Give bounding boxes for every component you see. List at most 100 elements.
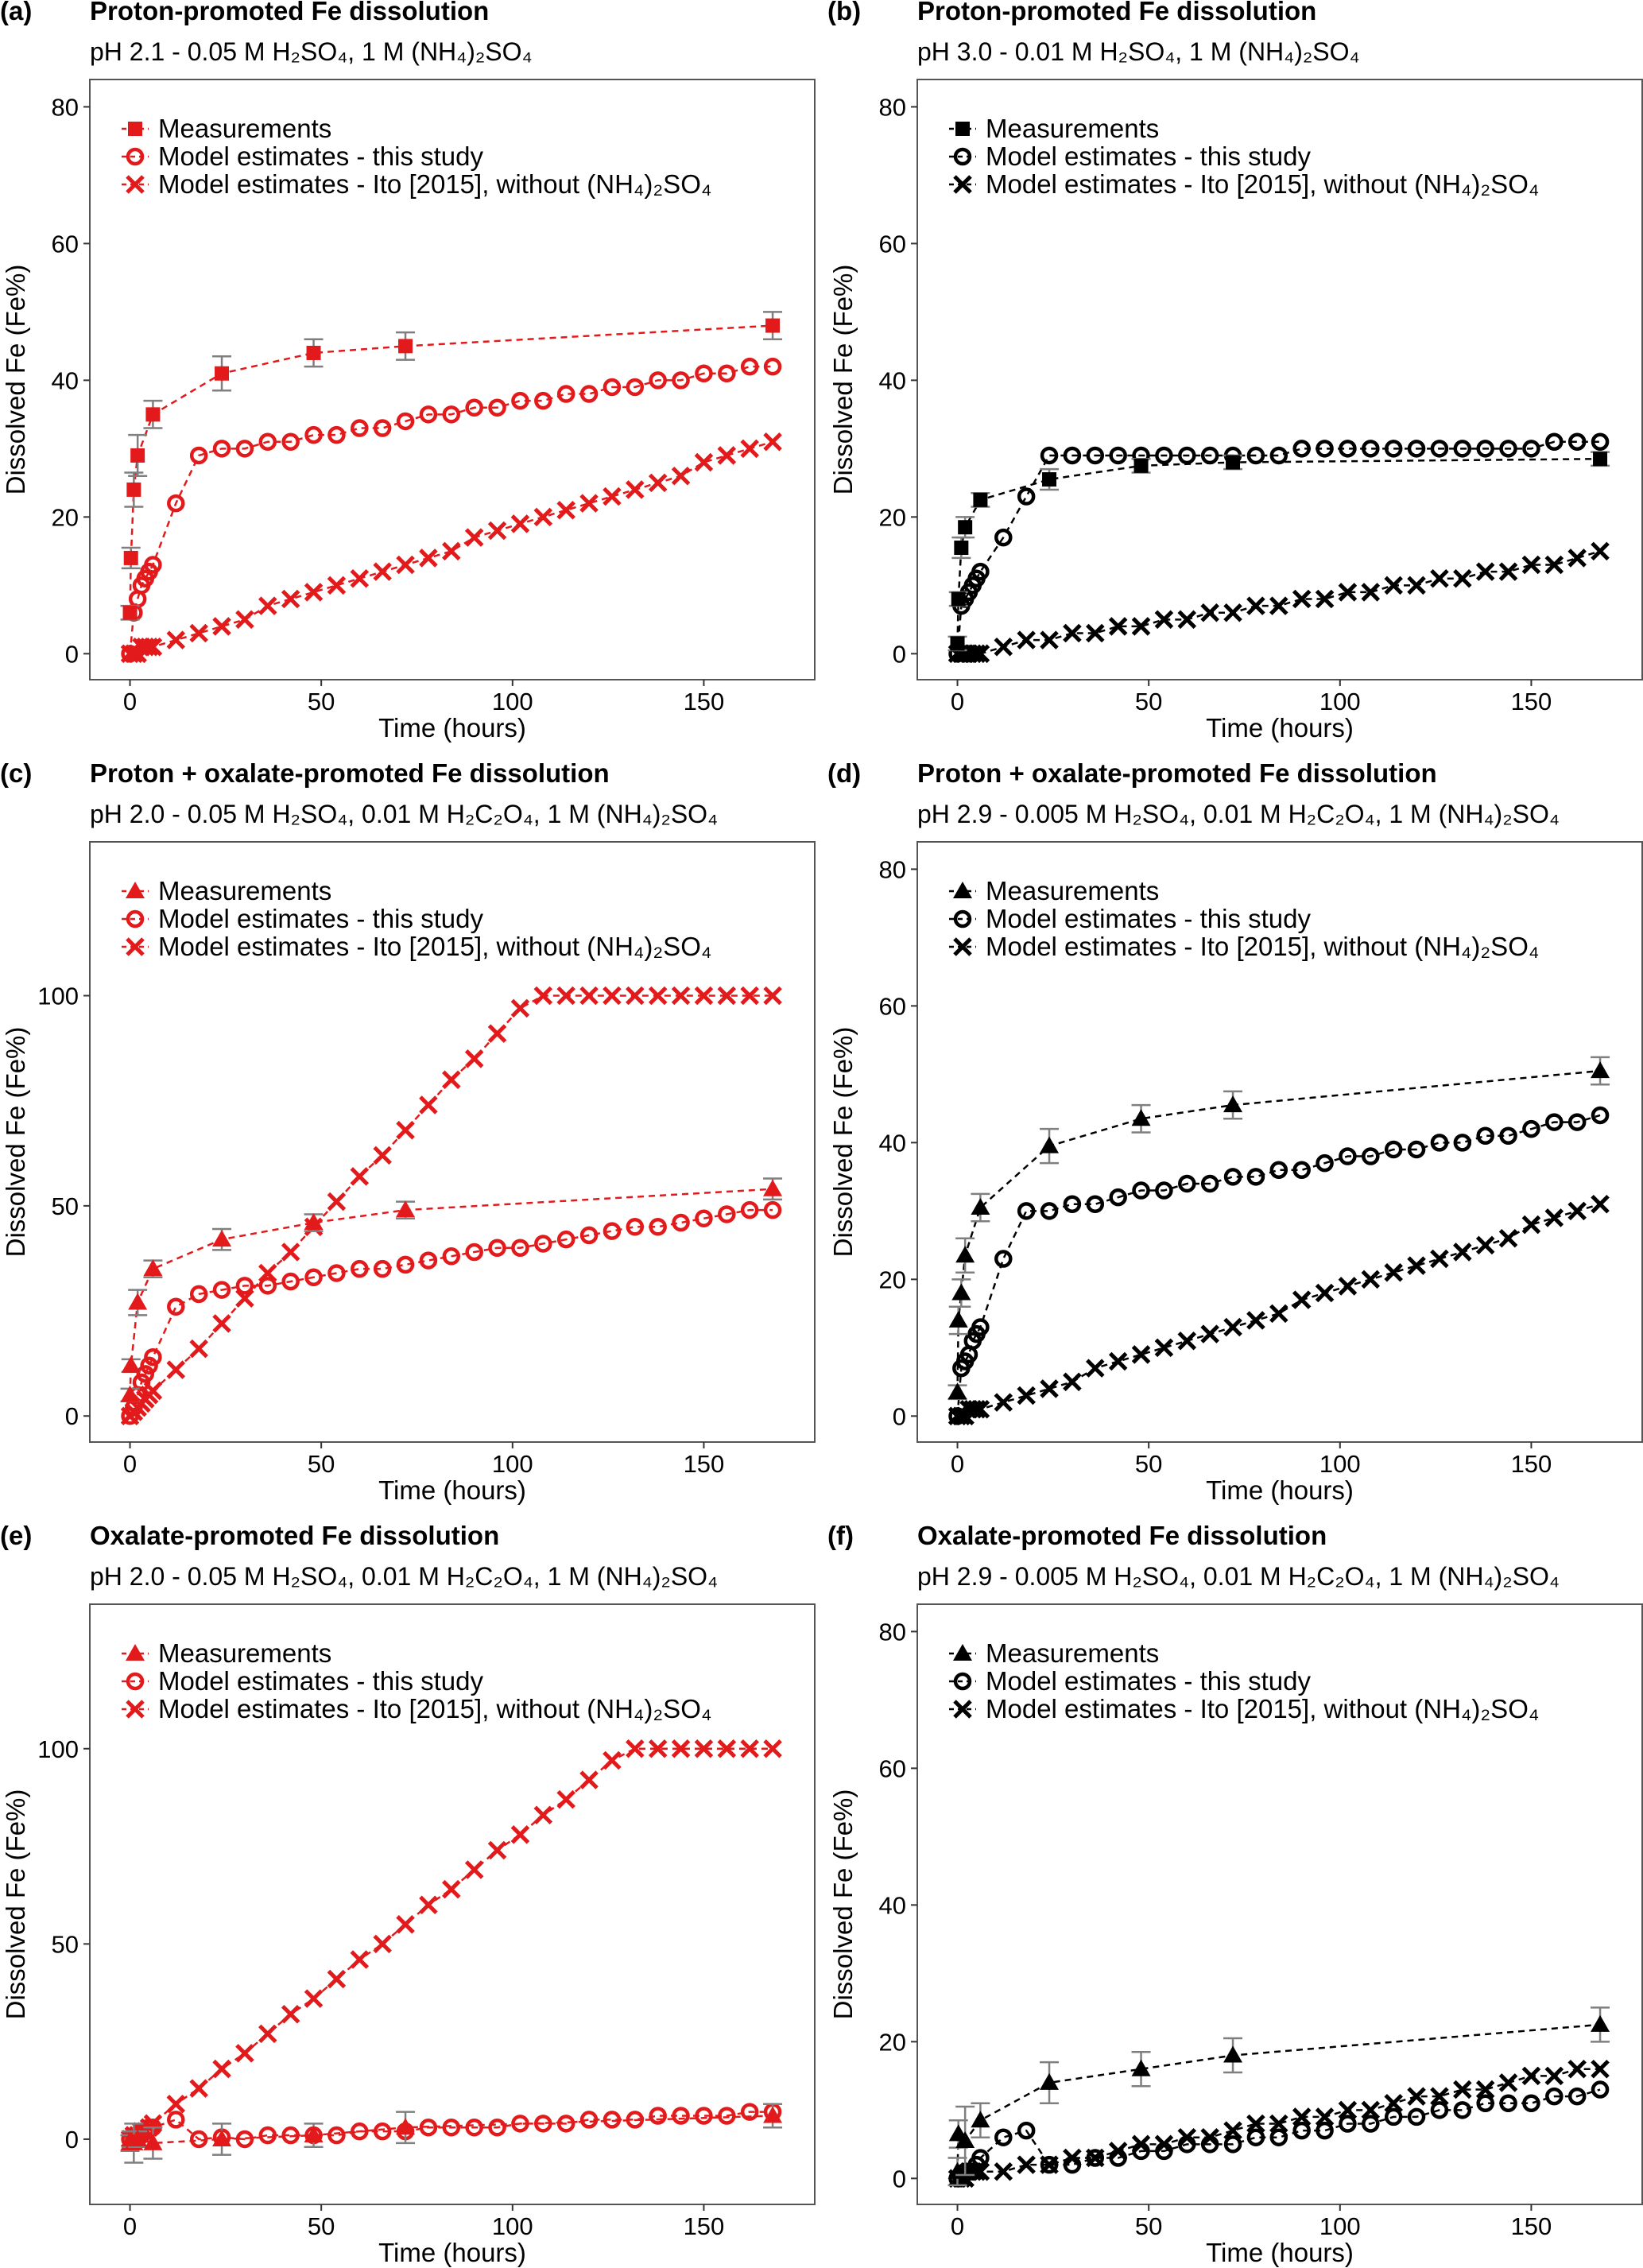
- ito2015-point-x: [694, 986, 714, 1006]
- legend-symbol-triangle: [126, 1644, 145, 1661]
- ito2015-point-x: [763, 432, 782, 452]
- legend-entry: Model estimates - Ito [2015], without (N…: [986, 1694, 1539, 1723]
- measurement-point-triangle: [304, 2126, 324, 2143]
- legend-entry: Model estimates - Ito [2015], without (N…: [158, 169, 711, 199]
- ito2015-point-x: [350, 568, 370, 588]
- ito2015-point-x: [350, 1950, 370, 1969]
- this-study-line: [956, 440, 1601, 654]
- legend-symbol-triangle: [953, 882, 972, 898]
- this-study-point-circle: [1522, 440, 1540, 458]
- this-study-point-circle: [1499, 2094, 1517, 2112]
- ito2015-point-x: [1154, 610, 1174, 630]
- x-axis-label: Time (hours): [378, 713, 526, 742]
- this-study-point-circle: [258, 432, 277, 452]
- ito2015-point-x: [603, 1750, 622, 1770]
- ito2015-point-x: [626, 1739, 645, 1758]
- this-study-point-circle: [132, 1373, 151, 1392]
- ito2015-point-x: [235, 1289, 254, 1308]
- y-tick-label: 60: [879, 230, 906, 258]
- measurement-point-square: [1226, 455, 1241, 470]
- measurement-line: [129, 1188, 773, 1395]
- ito2015-point-x: [1384, 2093, 1403, 2113]
- this-study-point-circle: [1155, 2142, 1173, 2161]
- ito2015-point-x: [1407, 576, 1426, 595]
- y-tick-label: 40: [879, 1129, 906, 1157]
- ito2015-point-x: [419, 1895, 438, 1915]
- this-study-point-circle: [1316, 2121, 1334, 2140]
- ito2015-point-x: [763, 986, 782, 1006]
- this-study-point-circle: [258, 1277, 277, 1295]
- ito2015-point-x: [994, 637, 1013, 657]
- y-tick-label: 40: [52, 366, 79, 394]
- this-study-point-circle: [351, 419, 369, 437]
- ito2015-point-x: [1177, 610, 1197, 630]
- measurement-point-triangle: [121, 1355, 141, 1373]
- ito2015-point-x: [1338, 1277, 1358, 1296]
- measurement-point-square: [958, 520, 973, 535]
- measurement-point-square: [765, 318, 781, 333]
- this-study-point-circle: [603, 2111, 622, 2129]
- this-study-point-circle: [465, 1243, 483, 1262]
- this-study-point-circle: [626, 2111, 645, 2129]
- this-study-point-circle: [1155, 1181, 1173, 1200]
- this-study-point-circle: [1132, 1181, 1150, 1200]
- measurement-point-triangle: [1223, 2045, 1243, 2063]
- ito2015-point-x: [1017, 1386, 1036, 1405]
- measurement-point-triangle: [143, 1259, 163, 1277]
- this-study-point-circle: [396, 412, 415, 431]
- ito2015-point-x: [740, 986, 759, 1006]
- ito2015-point-x: [1246, 2114, 1265, 2134]
- ito2015-point-x: [327, 1969, 347, 1989]
- ito2015-point-x: [1131, 617, 1151, 636]
- measurement-point-triangle: [947, 1382, 967, 1400]
- legend-symbol-circle: [953, 1672, 972, 1691]
- ito2015-point-x: [971, 1399, 990, 1419]
- this-study-point-circle: [235, 1277, 254, 1295]
- x-tick-label: 50: [1135, 1450, 1162, 1478]
- ito2015-point-x: [1200, 1324, 1219, 1343]
- measurement-point-square: [123, 550, 138, 565]
- this-study-point-circle: [1545, 2087, 1564, 2106]
- ito2015-point-x: [717, 986, 737, 1006]
- this-study-point-circle: [1223, 1168, 1242, 1186]
- legend-symbol-square: [128, 122, 142, 136]
- ito2015-point-x: [603, 986, 622, 1006]
- ito2015-point-x: [1108, 617, 1128, 636]
- measurement-point-square: [306, 345, 321, 360]
- ito2015-point-x: [143, 637, 163, 657]
- this-study-point-circle: [994, 1250, 1013, 1268]
- this-study-point-circle: [419, 1251, 438, 1270]
- measurement-point-triangle: [763, 1179, 783, 1196]
- ito2015-point-x: [579, 494, 599, 513]
- measurement-point-triangle: [955, 1246, 975, 1263]
- measurement-point-square: [973, 492, 988, 507]
- this-study-point-circle: [488, 398, 506, 417]
- x-tick-label: 150: [1511, 1450, 1552, 1478]
- x-tick-label: 0: [951, 688, 964, 715]
- ito2015-point-x: [648, 986, 668, 1006]
- y-axis-label: Dissolved Fe (Fe%): [828, 1027, 858, 1258]
- ito2015-point-x: [967, 644, 986, 664]
- this-study-point-circle: [1040, 1202, 1059, 1220]
- plot-frame: [916, 1603, 1643, 2205]
- ito2015-point-x: [671, 466, 691, 486]
- panel-label: (a): [0, 0, 32, 25]
- this-study-point-circle: [1178, 2135, 1196, 2154]
- ito2015-point-x: [1338, 583, 1358, 602]
- this-study-point-circle: [1040, 446, 1059, 465]
- ito2015-point-x: [533, 986, 553, 1006]
- measurement-point-square: [398, 339, 413, 354]
- ito2015-point-x: [487, 521, 507, 541]
- ito2015-point-x: [442, 541, 461, 561]
- y-tick-label: 20: [879, 503, 906, 531]
- this-study-point-circle: [556, 2115, 575, 2133]
- ito2015-point-x: [189, 623, 208, 643]
- ito2015-point-x: [281, 589, 300, 609]
- this-study-point-circle: [1453, 440, 1472, 458]
- ito2015-point-x: [1223, 2121, 1242, 2140]
- ito2015-point-x: [327, 576, 347, 595]
- panel-b: (b) Proton-promoted Fe dissolution pH 3.0 …: [827, 0, 1643, 742]
- y-axis-label: Dissolved Fe (Fe%): [1, 1789, 30, 2020]
- legend-entry: Model estimates - this study: [158, 142, 483, 171]
